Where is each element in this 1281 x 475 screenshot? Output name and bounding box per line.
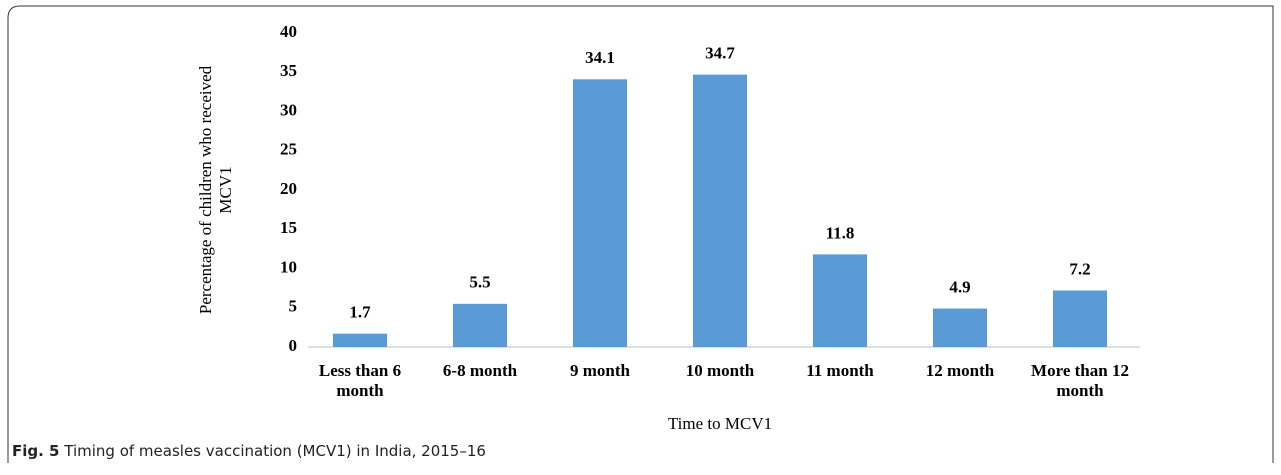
y-tick-label: 35 (280, 61, 297, 80)
data-label: 5.5 (469, 273, 490, 292)
y-tick-label: 15 (280, 218, 297, 237)
frame (7, 5, 1274, 463)
x-tick-label: 9 month (570, 361, 630, 380)
x-tick-label: Less than 6 month (318, 361, 402, 400)
y-tick-label: 10 (280, 257, 297, 276)
x-tick-label: 11 month (806, 361, 874, 380)
y-tick-label: 25 (280, 140, 297, 159)
y-axis-title: Percentage of children who received (196, 65, 215, 314)
y-tick-label: 40 (280, 22, 297, 41)
data-label: 11.8 (826, 223, 855, 242)
bar (333, 333, 387, 347)
y-tick-label: 5 (289, 297, 298, 316)
bar (573, 79, 627, 347)
x-axis-title: Time to MCV1 (668, 414, 772, 433)
bar (813, 254, 867, 347)
caption: Fig. 5 Timing of measles vaccination (MC… (12, 442, 486, 460)
caption-text: Timing of measles vaccination (MCV1) in … (64, 442, 486, 460)
y-axis-title: MCV1 (216, 166, 235, 213)
x-tick-label: 6-8 month (442, 361, 518, 380)
bar (453, 303, 507, 347)
y-tick-label: 20 (280, 179, 297, 198)
data-label: 7.2 (1069, 259, 1090, 278)
bar (693, 74, 747, 347)
x-tick-label: More than 12 month (1031, 361, 1129, 400)
data-label: 34.7 (705, 44, 735, 63)
data-label: 34.1 (585, 48, 615, 67)
x-tick-label: 10 month (685, 361, 755, 380)
y-tick-label: 30 (280, 100, 297, 119)
x-tick-label: 12 month (925, 361, 995, 380)
y-tick-label: 0 (289, 336, 298, 355)
data-label: 4.9 (949, 277, 970, 296)
data-label: 1.7 (349, 303, 371, 322)
bar (1053, 290, 1107, 347)
bar (933, 308, 987, 347)
caption-label: Fig. 5 (12, 442, 60, 460)
